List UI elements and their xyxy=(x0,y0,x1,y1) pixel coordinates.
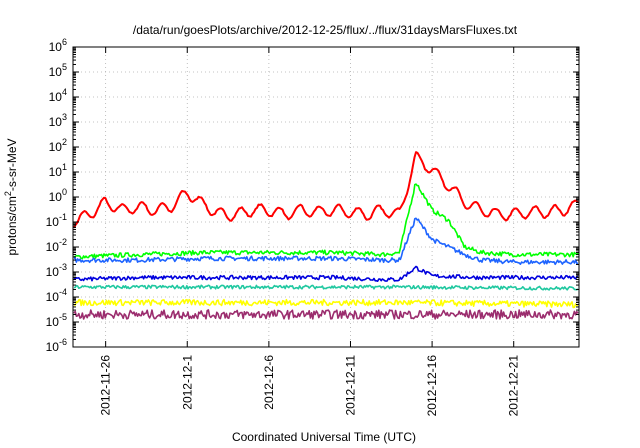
y-tick-label: 10-4 xyxy=(46,287,67,304)
chart-title: /data/run/goesPlots/archive/2012-12-25/f… xyxy=(133,23,518,37)
series-layer xyxy=(73,151,579,320)
y-tick-label: 102 xyxy=(49,137,67,154)
y-tick-label: 105 xyxy=(49,62,67,79)
y-tick-label: 10-5 xyxy=(46,312,67,329)
y-tick-label: 10-2 xyxy=(46,237,67,254)
x-tick-label: 2012-12-1 xyxy=(180,355,194,410)
x-tick-label: 2012-12-11 xyxy=(343,355,357,416)
y-tick-label: 104 xyxy=(49,87,67,104)
y-tick-label: 10-3 xyxy=(46,262,67,279)
series-line xyxy=(73,183,579,260)
x-axis: 2012-11-26 2012-12-1 2012-12-6 2012-12-11 20… xyxy=(99,47,521,416)
y-tick-label: 103 xyxy=(49,112,67,129)
series-line xyxy=(73,309,579,320)
y-axis: 10-6 10-5 10-4 10-3 10-2 10-1 100 101 102 103 104 1… xyxy=(46,37,579,354)
series-line xyxy=(74,284,579,291)
y-tick-label: 10-1 xyxy=(46,212,67,229)
x-axis-label: Coordinated Universal Time (UTC) xyxy=(232,430,416,444)
x-tick-label: 2012-11-26 xyxy=(99,355,113,416)
series-line xyxy=(74,217,579,266)
y-axis-label: protons/cm2-s-sr-MeV xyxy=(3,138,19,255)
x-tick-label: 2012-12-21 xyxy=(507,355,521,417)
y-tick-label: 100 xyxy=(49,187,67,204)
x-tick-label: 2012-12-6 xyxy=(262,355,276,410)
y-tick-label: 10-6 xyxy=(46,337,67,354)
grid xyxy=(73,47,579,347)
series-line xyxy=(73,265,579,282)
series-line xyxy=(74,298,579,309)
series-line xyxy=(73,151,579,229)
x-tick-label: 2012-12-16 xyxy=(425,355,439,417)
y-tick-label: 101 xyxy=(49,162,67,179)
y-tick-label: 106 xyxy=(49,37,67,54)
